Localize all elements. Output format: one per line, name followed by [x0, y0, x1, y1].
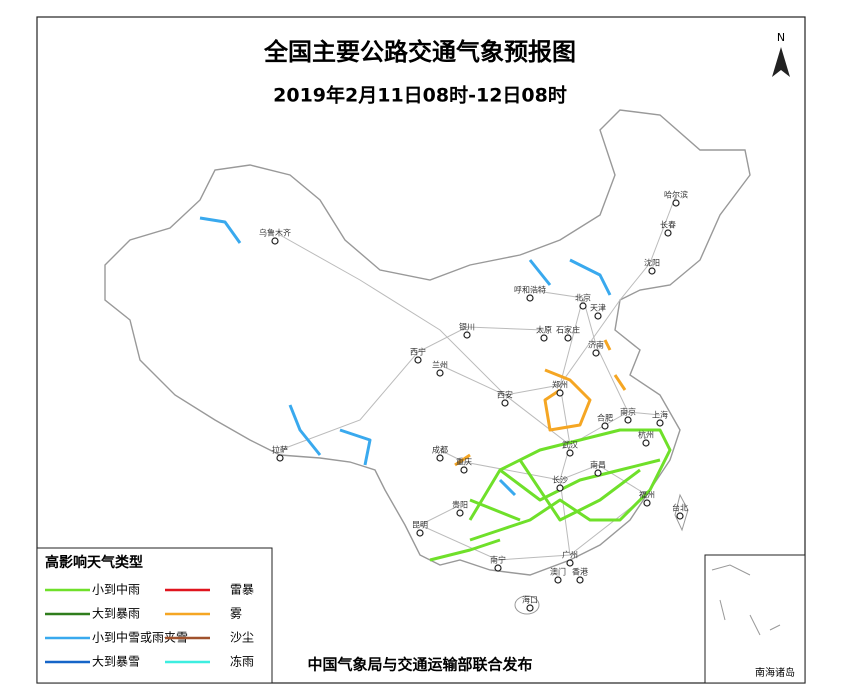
city-label: 重庆 — [456, 457, 472, 467]
legend-box — [36, 547, 273, 684]
city-marker — [436, 369, 444, 377]
city-label: 北京 — [575, 293, 591, 303]
city-marker — [554, 576, 562, 584]
city-label: 银川 — [459, 322, 475, 332]
china-outline — [104, 109, 751, 576]
city-marker — [494, 564, 502, 572]
title: 全国主要公路交通气象预报图 — [263, 38, 576, 66]
city-marker — [556, 389, 564, 397]
legend-title: 高影响天气类型 — [45, 554, 143, 571]
legend-label: 大到暴雪 — [92, 655, 140, 669]
inset-islands — [711, 564, 781, 636]
legend-label: 小到中雪或雨夹雪 — [92, 630, 188, 645]
city-label: 呼和浩特 — [514, 285, 546, 295]
city-marker — [676, 512, 684, 520]
city-marker — [594, 312, 602, 320]
legend-label: 雷暴 — [230, 583, 254, 597]
city-marker — [276, 454, 284, 462]
legend-label: 雾 — [230, 607, 242, 621]
city-marker — [601, 422, 609, 430]
city-label: 哈尔滨 — [664, 190, 688, 200]
city-marker — [566, 449, 574, 457]
city-label: 长春 — [660, 220, 676, 230]
city-marker — [576, 576, 584, 584]
inset-box — [704, 554, 806, 684]
city-label: 西安 — [497, 390, 513, 400]
north-label: N — [777, 31, 785, 44]
legend-label: 小到中雨 — [92, 582, 140, 597]
legend-label: 冻雨 — [230, 654, 254, 669]
city-label: 拉萨 — [272, 445, 288, 455]
city-label: 石家庄 — [556, 325, 580, 335]
city-label: 杭州 — [638, 430, 654, 440]
city-label: 兰州 — [432, 360, 448, 370]
city-label: 南昌 — [590, 460, 606, 470]
city-label: 上海 — [652, 410, 668, 420]
city-marker — [460, 466, 468, 474]
road-network — [279, 194, 677, 561]
footer: 中国气象局与交通运输部联合发布 — [307, 656, 532, 674]
city-marker — [436, 454, 444, 462]
city-label: 南京 — [620, 407, 636, 417]
north-arrow — [772, 47, 790, 77]
city-label: 海口 — [522, 595, 538, 605]
city-marker — [624, 416, 632, 424]
city-label: 乌鲁木齐 — [259, 228, 291, 238]
weather-roads — [199, 216, 672, 562]
city-marker — [564, 334, 572, 342]
city-marker — [526, 294, 534, 302]
city-marker — [642, 439, 650, 447]
city-marker — [414, 356, 422, 364]
city-label: 福州 — [639, 491, 655, 500]
city-marker — [592, 349, 600, 357]
legend-label: 大到暴雨 — [92, 607, 140, 621]
city-marker — [456, 509, 464, 517]
city-label: 澳门 — [550, 567, 566, 577]
city-label: 沈阳 — [644, 258, 660, 268]
city-marker — [540, 334, 548, 342]
inset-label: 南海诸岛 — [755, 666, 795, 679]
city-marker — [656, 419, 664, 427]
city-label: 成都 — [432, 445, 448, 455]
subtitle: 2019年2月11日08时-12日08时 — [273, 84, 567, 107]
city-marker — [664, 229, 672, 237]
taiwan — [674, 493, 689, 532]
city-marker — [566, 559, 574, 567]
city-label: 武汉 — [562, 440, 578, 450]
city-label: 合肥 — [597, 413, 613, 423]
city-marker — [648, 267, 656, 275]
city-marker — [594, 469, 602, 477]
city-label: 天津 — [590, 303, 606, 313]
city-marker — [271, 237, 279, 245]
city-label: 西宁 — [410, 347, 426, 357]
city-label: 郑州 — [552, 380, 568, 390]
city-marker — [463, 331, 471, 339]
city-marker — [526, 604, 534, 612]
city-label: 贵阳 — [452, 500, 468, 510]
city-label: 广州 — [562, 550, 578, 560]
city-marker — [672, 199, 680, 207]
city-marker — [416, 529, 424, 537]
city-marker — [501, 399, 509, 407]
city-label: 昆明 — [412, 521, 428, 530]
city-label: 台北 — [672, 503, 688, 513]
legend-label: 沙尘 — [230, 631, 254, 645]
city-label: 长沙 — [552, 475, 568, 485]
city-marker — [579, 302, 587, 310]
city-marker — [643, 499, 651, 507]
city-label: 太原 — [536, 325, 552, 335]
city-label: 香港 — [572, 567, 588, 577]
city-label: 南宁 — [490, 555, 506, 565]
city-label: 济南 — [588, 340, 604, 350]
city-marker — [556, 484, 564, 492]
